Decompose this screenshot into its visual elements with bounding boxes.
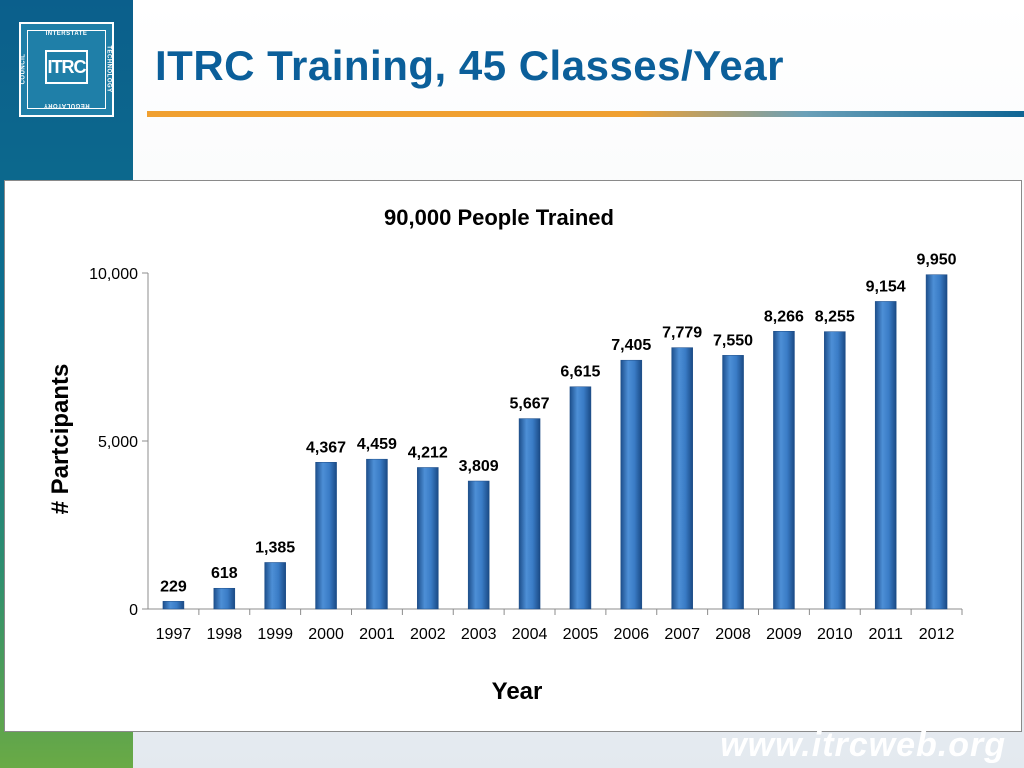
- x-tick-label-2007: 2007: [664, 626, 700, 643]
- bar-2010: [824, 331, 846, 610]
- x-tick-label-1998: 1998: [207, 626, 243, 643]
- chart-x-ticks: 1997 1998 1999 2000 2001 2002 2003 2004 2005 2006…: [156, 609, 963, 643]
- data-label-2008: 7,550: [713, 332, 753, 349]
- y-tick-label: 5,000: [98, 434, 138, 451]
- x-tick-label-2002: 2002: [410, 626, 446, 643]
- bar-2008: [722, 355, 744, 610]
- y-axis-label: # Partcipants: [47, 364, 74, 515]
- data-label-2011: 9,154: [866, 278, 906, 295]
- data-label-1997: 229: [160, 578, 187, 595]
- bar-1998: [213, 587, 236, 610]
- itrc-logo: INTERSTATE TECHNOLOGY REGULATORY COUNCIL…: [19, 22, 114, 117]
- bar-2001: [366, 458, 388, 610]
- chart-data-labels: 229 618 1,385 4,367 4,459 4,212 3,809 5,667 6,61…: [160, 252, 957, 596]
- data-label-2009: 8,266: [764, 308, 804, 325]
- data-label-2001: 4,459: [357, 436, 397, 453]
- data-label-2004: 5,667: [510, 396, 550, 413]
- logo-ring-text-right: TECHNOLOGY: [105, 45, 112, 93]
- y-tick-label: 10,000: [89, 266, 138, 283]
- logo-ring-text-top: INTERSTATE: [45, 31, 88, 37]
- chart-bars: [162, 274, 948, 610]
- bar-1997: [162, 601, 185, 610]
- data-label-1999: 1,385: [255, 539, 295, 556]
- bar-1999: [264, 562, 286, 610]
- logo-border: [27, 30, 106, 109]
- chart-title: 90,000 People Trained: [384, 205, 614, 230]
- bar-2007: [671, 347, 693, 610]
- chart-y-ticks: 0 5,000 10,000: [89, 266, 148, 619]
- bar-2002: [417, 467, 439, 610]
- x-tick-label-2003: 2003: [461, 626, 497, 643]
- data-label-2000: 4,367: [306, 439, 346, 456]
- data-label-2002: 4,212: [408, 444, 448, 461]
- bar-2005: [569, 386, 592, 610]
- logo-mark: ITRC: [45, 50, 88, 84]
- footer-website-url: www.itrcweb.org: [720, 726, 1006, 764]
- x-tick-label-1999: 1999: [257, 626, 293, 643]
- data-label-2006: 7,405: [611, 337, 651, 354]
- title-underline-rule: [147, 111, 1024, 117]
- data-label-2007: 7,779: [662, 325, 702, 342]
- chart-frame: 90,000 People Trained # Partcipants Year…: [4, 180, 1022, 732]
- x-tick-label-2009: 2009: [766, 626, 802, 643]
- logo-ring-text-left: COUNCIL: [20, 53, 27, 85]
- data-label-2010: 8,255: [815, 309, 855, 326]
- x-tick-label-2010: 2010: [817, 626, 853, 643]
- data-label-2012: 9,950: [917, 252, 957, 269]
- bar-2009: [773, 331, 795, 610]
- x-tick-label-2001: 2001: [359, 626, 395, 643]
- bar-2003: [467, 480, 490, 610]
- bar-chart: 90,000 People Trained # Partcipants Year…: [47, 205, 963, 705]
- data-label-1998: 618: [211, 565, 238, 582]
- x-tick-label-1997: 1997: [156, 626, 192, 643]
- x-tick-label-2008: 2008: [715, 626, 751, 643]
- bar-2011: [874, 301, 897, 610]
- data-label-2003: 3,809: [459, 458, 499, 475]
- x-tick-label-2006: 2006: [614, 626, 650, 643]
- logo-ring-text-bottom: REGULATORY: [43, 102, 90, 108]
- x-axis-label: Year: [492, 678, 543, 705]
- slide-title: ITRC Training, 45 Classes/Year: [155, 42, 784, 89]
- x-tick-label-2005: 2005: [563, 626, 599, 643]
- data-label-2005: 6,615: [560, 364, 600, 381]
- x-tick-label-2011: 2011: [868, 626, 903, 643]
- bar-2006: [620, 359, 643, 610]
- x-tick-label-2012: 2012: [919, 626, 955, 643]
- y-tick-label: 0: [129, 602, 138, 619]
- x-tick-label-2000: 2000: [308, 626, 344, 643]
- x-tick-label-2004: 2004: [512, 626, 548, 643]
- bar-2012: [925, 274, 948, 610]
- bar-2000: [315, 462, 337, 610]
- bar-2004: [518, 418, 541, 610]
